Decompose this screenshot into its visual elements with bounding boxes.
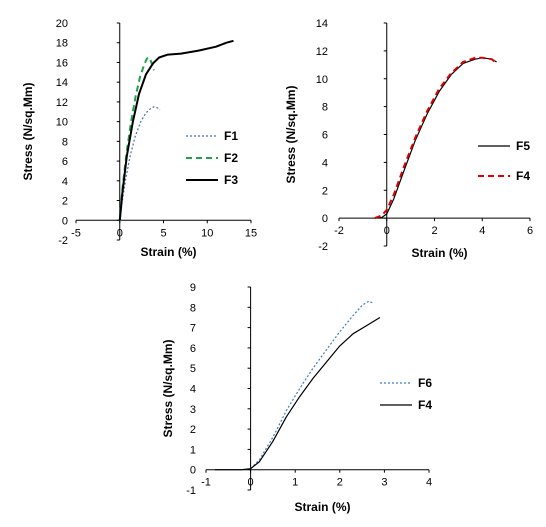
y-axis-title: Stress (N/sq.Mm) (284, 85, 298, 183)
x-tick-label: 15 (245, 227, 257, 239)
x-tick-label: 6 (527, 225, 533, 237)
series-line-f4 (374, 56, 498, 220)
y-tick-label: 5 (190, 363, 196, 375)
y-tick-label: 14 (56, 77, 68, 89)
y-tick-label: 4 (62, 176, 68, 188)
y-tick-label: 18 (56, 38, 68, 50)
y-axis-title: Stress (N/sq.Mm) (161, 339, 175, 437)
legend-label-f5: F5 (516, 139, 530, 153)
y-tick-label: 0 (62, 215, 68, 227)
y-tick-label: 4 (322, 157, 328, 169)
x-axis-title: Strain (%) (411, 246, 467, 260)
legend-label-f4: F4 (418, 398, 432, 412)
y-tick-label: 16 (56, 57, 68, 69)
y-axis-title: Stress (N/sq.Mm) (21, 82, 35, 180)
x-tick-label: -2 (334, 225, 344, 237)
y-tick-label: 12 (56, 97, 68, 109)
y-tick-label: 1 (190, 444, 196, 456)
x-tick-label: -5 (71, 227, 81, 239)
x-tick-label: 3 (381, 477, 387, 489)
x-tick-label: 4 (426, 477, 432, 489)
y-tick-label: 14 (316, 18, 328, 30)
x-tick-label: 2 (431, 225, 437, 237)
y-tick-label: 6 (62, 156, 68, 168)
x-axis-title: Strain (%) (140, 245, 196, 259)
y-tick-label: -2 (318, 241, 328, 253)
x-tick-label: 5 (160, 227, 166, 239)
y-tick-label: 2 (322, 185, 328, 197)
y-tick-label: 7 (190, 323, 196, 335)
y-tick-label: 2 (62, 196, 68, 208)
y-tick-label: 8 (190, 302, 196, 314)
y-tick-label: 4 (190, 384, 196, 396)
chart-2: -2 0 2 4 6 8 10 12 14 -2 0 2 4 6 Strain (%) Stress (N/s… (284, 18, 533, 260)
series-line-f2 (118, 56, 155, 221)
y-tick-label: 6 (322, 130, 328, 142)
x-tick-label: 0 (117, 227, 123, 239)
x-axis-title: Strain (%) (294, 500, 350, 514)
legend-label-f4: F4 (516, 169, 530, 183)
x-tick-label: 2 (337, 477, 343, 489)
y-tick-label: 3 (190, 404, 196, 416)
x-tick-label: 10 (201, 227, 213, 239)
y-tick-label: 2 (190, 424, 196, 436)
x-tick-label: -1 (201, 477, 211, 489)
x-tick-label: 0 (384, 225, 390, 237)
y-tick-label: -2 (58, 235, 68, 247)
series-line-f4 (214, 316, 381, 471)
legend-label-f1: F1 (224, 129, 238, 143)
x-tick-label: 0 (248, 477, 254, 489)
series-line-f6 (214, 300, 374, 471)
series-line-f3 (118, 39, 234, 221)
x-tick-label: 4 (479, 225, 485, 237)
x-tick-label: 1 (292, 477, 298, 489)
y-tick-label: 9 (190, 282, 196, 294)
legend-label-f6: F6 (418, 376, 432, 390)
legend-label-f3: F3 (224, 173, 238, 187)
y-tick-label: 12 (316, 46, 328, 58)
y-tick-label: 8 (322, 102, 328, 114)
y-tick-label: 10 (316, 74, 328, 86)
series-line-f1 (119, 106, 161, 221)
y-tick-label: 20 (56, 18, 68, 30)
y-tick-label: -1 (186, 485, 196, 497)
y-tick-label: 10 (56, 117, 68, 129)
chart-3: -1 0 1 2 3 4 5 6 7 8 9 -1 0 1 2 3 4 Strain (%) Stress (N/s… (161, 282, 432, 514)
legend-label-f2: F2 (224, 151, 238, 165)
y-tick-label: 0 (322, 213, 328, 225)
y-tick-label: 0 (190, 465, 196, 477)
y-tick-label: 6 (190, 343, 196, 355)
y-tick-label: 8 (62, 136, 68, 148)
